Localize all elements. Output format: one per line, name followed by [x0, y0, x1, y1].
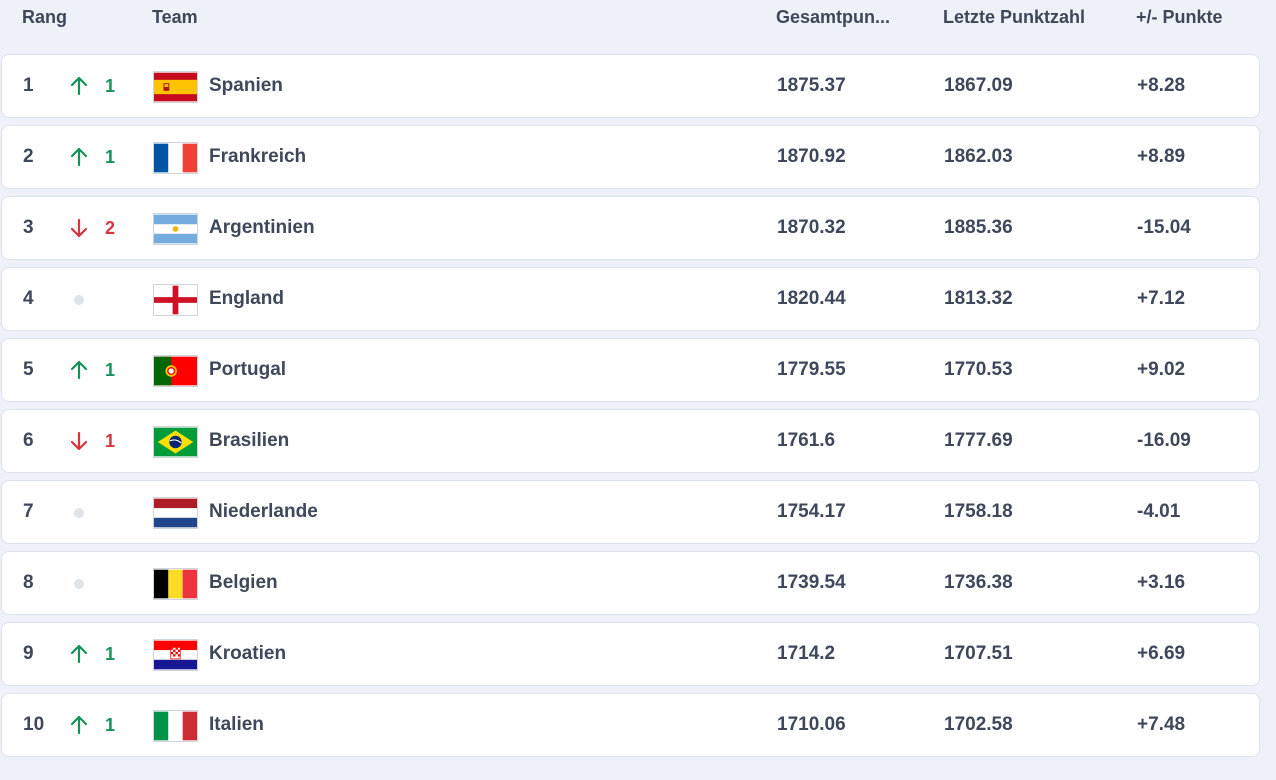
points-diff: -15.04	[1137, 217, 1191, 238]
rank-change: 1	[105, 147, 116, 167]
arrow-up-icon	[66, 339, 92, 401]
table-row[interactable]: 5 1 Portugal 1779.55 1770.53 +9.02	[1, 338, 1260, 402]
england-flag-icon	[153, 284, 198, 316]
rank-change: 1	[105, 360, 116, 380]
team-name[interactable]: Italien	[209, 714, 264, 735]
team-name[interactable]: Frankreich	[209, 146, 307, 167]
total-points: 1870.32	[777, 217, 846, 238]
last-points: 1867.09	[944, 75, 1013, 96]
no-change-dot-icon	[74, 579, 84, 589]
team-name[interactable]: Brasilien	[209, 430, 290, 451]
rank: 6	[23, 430, 34, 451]
no-change-dot-icon	[74, 508, 84, 518]
table-row[interactable]: 10 1 Italien 1710.06 1702.58 +7.48	[1, 693, 1260, 757]
points-diff: -4.01	[1137, 501, 1181, 522]
spain-flag-icon	[153, 71, 198, 103]
last-points: 1758.18	[944, 501, 1013, 522]
arrow-up-icon	[66, 694, 92, 756]
last-points: 1707.51	[944, 643, 1013, 664]
table-row[interactable]: 3 2 Argentinien 1870.32 1885.36 -15.04	[1, 196, 1260, 260]
last-points: 1702.58	[944, 714, 1013, 735]
arrow-up-icon	[66, 55, 92, 117]
team-name[interactable]: England	[209, 288, 284, 309]
table-row[interactable]: 1 1 Spanien 1875.37 1867.09 +8.28	[1, 54, 1260, 118]
header-points-diff[interactable]: +/- Punkte	[1136, 7, 1223, 27]
argentina-flag-icon	[153, 213, 198, 245]
team-name[interactable]: Niederlande	[209, 501, 318, 522]
table-row[interactable]: 4 England 1820.44 1813.32 +7.12	[1, 267, 1260, 331]
points-diff: +6.69	[1137, 643, 1186, 664]
last-points: 1736.38	[944, 572, 1013, 593]
rank: 9	[23, 643, 34, 664]
arrow-down-icon	[66, 410, 92, 472]
total-points: 1714.2	[777, 643, 836, 664]
total-points: 1820.44	[777, 288, 846, 309]
rank-change: 1	[105, 76, 116, 96]
rank: 7	[23, 501, 34, 522]
brazil-flag-icon	[153, 426, 198, 458]
points-diff: +3.16	[1137, 572, 1186, 593]
total-points: 1739.54	[777, 572, 846, 593]
total-points: 1870.92	[777, 146, 846, 167]
croatia-flag-icon	[153, 639, 198, 671]
points-diff: +8.28	[1137, 75, 1186, 96]
header-last-points[interactable]: Letzte Punktzahl	[943, 7, 1086, 27]
total-points: 1754.17	[777, 501, 846, 522]
arrow-up-icon	[66, 623, 92, 685]
header-rank[interactable]: Rang	[22, 7, 67, 27]
rank-change: 1	[105, 715, 116, 735]
rank-change: 1	[105, 644, 116, 664]
header-total-points[interactable]: Gesamtpun...	[776, 7, 891, 27]
total-points: 1875.37	[777, 75, 846, 96]
points-diff: +8.89	[1137, 146, 1186, 167]
netherlands-flag-icon	[153, 497, 198, 529]
points-diff: +9.02	[1137, 359, 1186, 380]
table-header: Rang Team Gesamtpun... Letzte Punktzahl …	[0, 0, 1276, 40]
france-flag-icon	[153, 142, 198, 174]
table-row[interactable]: 8 Belgien 1739.54 1736.38 +3.16	[1, 551, 1260, 615]
rank: 1	[23, 75, 34, 96]
team-name[interactable]: Spanien	[209, 75, 283, 96]
arrow-up-icon	[66, 126, 92, 188]
total-points: 1779.55	[777, 359, 846, 380]
table-row[interactable]: 2 1 Frankreich 1870.92 1862.03 +8.89	[1, 125, 1260, 189]
belgium-flag-icon	[153, 568, 198, 600]
table-row[interactable]: 7 Niederlande 1754.17 1758.18 -4.01	[1, 480, 1260, 544]
last-points: 1813.32	[944, 288, 1013, 309]
table-row[interactable]: 6 1 Brasilien 1761.6 1777.69 -16.09	[1, 409, 1260, 473]
last-points: 1770.53	[944, 359, 1013, 380]
points-diff: -16.09	[1137, 430, 1191, 451]
rank: 5	[23, 359, 34, 380]
total-points: 1710.06	[777, 714, 846, 735]
last-points: 1862.03	[944, 146, 1013, 167]
no-change-dot-icon	[74, 295, 84, 305]
points-diff: +7.12	[1137, 288, 1186, 309]
rank: 10	[23, 714, 45, 735]
points-diff: +7.48	[1137, 714, 1186, 735]
header-team[interactable]: Team	[152, 7, 198, 27]
rank-change: 1	[105, 431, 116, 451]
rank-change: 2	[105, 218, 116, 238]
team-name[interactable]: Kroatien	[209, 643, 287, 664]
arrow-down-icon	[66, 197, 92, 259]
team-name[interactable]: Portugal	[209, 359, 287, 380]
portugal-flag-icon	[153, 355, 198, 387]
team-name[interactable]: Argentinien	[209, 217, 315, 238]
team-name[interactable]: Belgien	[209, 572, 278, 593]
total-points: 1761.6	[777, 430, 836, 451]
rank: 2	[23, 146, 34, 167]
rank: 8	[23, 572, 34, 593]
last-points: 1885.36	[944, 217, 1013, 238]
rank: 4	[23, 288, 34, 309]
rank: 3	[23, 217, 34, 238]
table-row[interactable]: 9 1 Kroatien 1714.2 1707.51 +6.69	[1, 622, 1260, 686]
last-points: 1777.69	[944, 430, 1013, 451]
italy-flag-icon	[153, 710, 198, 742]
